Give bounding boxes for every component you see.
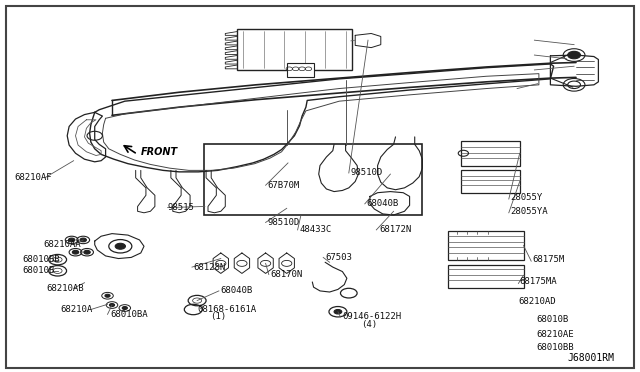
Text: 68010BB: 68010BB: [536, 343, 574, 352]
Text: 68210AA: 68210AA: [44, 240, 81, 249]
Text: 09146-6122H: 09146-6122H: [342, 312, 401, 321]
Circle shape: [109, 304, 115, 307]
Text: 48433C: 48433C: [300, 225, 332, 234]
Text: J68001RM: J68001RM: [568, 353, 614, 363]
Text: 98510D: 98510D: [351, 169, 383, 177]
Text: 68010BA: 68010BA: [110, 310, 148, 319]
Bar: [448, 265, 524, 288]
Bar: [204, 144, 422, 215]
Text: 68210AE: 68210AE: [536, 330, 574, 339]
Circle shape: [568, 51, 580, 59]
Text: 68040B: 68040B: [221, 286, 253, 295]
Text: 68170N: 68170N: [270, 270, 302, 279]
Circle shape: [115, 243, 125, 249]
Circle shape: [84, 250, 90, 254]
Text: 68010B: 68010B: [22, 266, 54, 275]
Text: 68175MA: 68175MA: [520, 278, 557, 286]
Circle shape: [334, 310, 342, 314]
Text: 98510D: 98510D: [268, 218, 300, 227]
Bar: [237, 29, 352, 70]
Text: 68210AD: 68210AD: [518, 297, 556, 306]
Bar: [461, 170, 520, 193]
Circle shape: [122, 307, 127, 310]
Text: (4): (4): [362, 320, 378, 329]
Text: 28055Y: 28055Y: [511, 193, 543, 202]
Text: (1): (1): [210, 312, 226, 321]
Text: 68040B: 68040B: [366, 199, 398, 208]
Text: 68210AF: 68210AF: [14, 173, 52, 182]
Text: 67503: 67503: [325, 253, 352, 262]
Bar: [461, 141, 520, 166]
Text: FRONT: FRONT: [141, 147, 178, 157]
Bar: [287, 63, 314, 77]
Circle shape: [105, 294, 110, 297]
Text: 68172N: 68172N: [379, 225, 411, 234]
Circle shape: [72, 250, 79, 254]
Bar: [448, 231, 524, 260]
Text: 68175M: 68175M: [532, 255, 564, 264]
Circle shape: [68, 238, 75, 242]
Text: 68010B: 68010B: [536, 315, 568, 324]
Circle shape: [80, 238, 86, 242]
Text: 67B70M: 67B70M: [268, 181, 300, 190]
Text: 08168-6161A: 08168-6161A: [197, 305, 256, 314]
Text: 68128N: 68128N: [193, 263, 225, 272]
Text: 28055YA: 28055YA: [511, 207, 548, 216]
Text: 68010BB: 68010BB: [22, 255, 60, 264]
Text: 68210AB: 68210AB: [46, 284, 84, 293]
Text: 98515: 98515: [168, 203, 195, 212]
Text: 68210A: 68210A: [61, 305, 93, 314]
